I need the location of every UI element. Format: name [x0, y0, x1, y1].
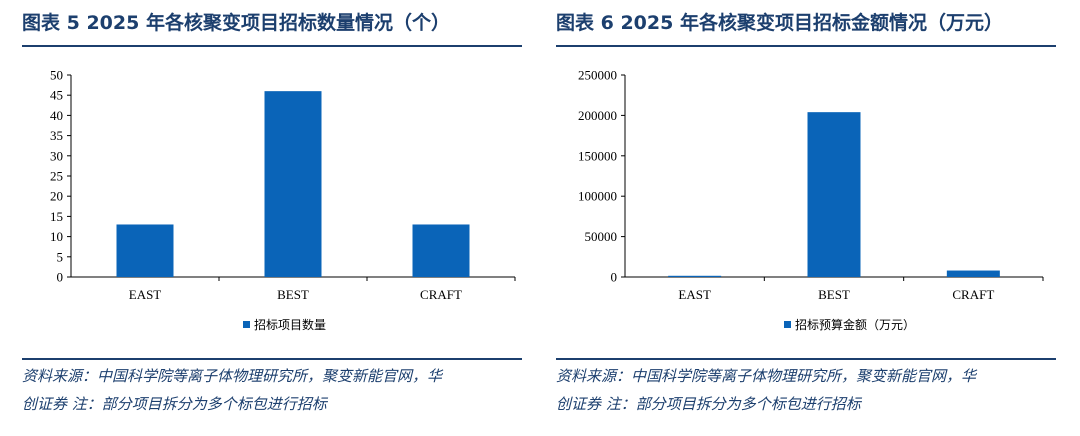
y-tick-label: 200000	[578, 108, 617, 123]
source-divider	[556, 358, 1056, 360]
x-tick-label: EAST	[129, 287, 162, 302]
legend-label: 招标预算金额（万元）	[795, 317, 915, 332]
y-tick-label: 5	[57, 249, 64, 264]
bar-chart-amount: 0 50000 100000 150000 200000 250000 EAST BEST CR…	[578, 68, 1044, 332]
legend-label: 招标项目数量	[254, 317, 326, 332]
y-tick-label: 100000	[578, 189, 617, 204]
x-tick-label: EAST	[678, 287, 711, 302]
x-tick-label: BEST	[818, 287, 850, 302]
x-tick-label: BEST	[277, 287, 309, 302]
y-tick-label: 250000	[578, 68, 617, 83]
source-note-line2: 创证券 注：部分项目拆分为多个标包进行招标	[556, 395, 861, 413]
source-divider	[22, 358, 522, 360]
y-tick-label: 20	[50, 189, 63, 204]
y-tick-label: 10	[50, 229, 63, 244]
chart-panel-count: 图表 5 2025 年各核聚变项目招标数量情况（个） 0 5 10 15 20 25 30 3…	[22, 0, 522, 436]
y-tick-label: 15	[50, 209, 63, 224]
bar-east	[668, 275, 722, 277]
x-tick-label: CRAFT	[952, 287, 994, 302]
y-tick-label: 50000	[585, 229, 618, 244]
bar-best	[807, 112, 861, 277]
bar-craft	[412, 224, 470, 277]
y-tick-label: 40	[50, 108, 63, 123]
y-tick-label: 0	[57, 270, 64, 285]
y-tick-label: 0	[611, 270, 618, 285]
y-tick-label: 30	[50, 148, 63, 163]
chart-title: 图表 6 2025 年各核聚变项目招标金额情况（万元）	[556, 12, 1003, 34]
y-tick-label: 45	[50, 88, 63, 103]
source-note-line1: 资料来源：中国科学院等离子体物理研究所，聚变新能官网，华	[556, 367, 977, 385]
y-tick-label: 50	[50, 68, 63, 83]
title-divider	[556, 45, 1056, 47]
bar-east	[116, 224, 174, 277]
title-divider	[22, 45, 522, 47]
legend-swatch	[784, 321, 791, 328]
y-tick-label: 25	[50, 169, 63, 184]
y-tick-label: 35	[50, 128, 63, 143]
bar-craft	[946, 270, 1000, 277]
y-tick-label: 150000	[578, 148, 617, 163]
x-tick-label: CRAFT	[420, 287, 462, 302]
legend-swatch	[243, 321, 250, 328]
bar-best	[264, 91, 322, 277]
bar-chart-count: 0 5 10 15 20 25 30 35 40 45 50 EAST BEST CRAFT 招标项目数量	[50, 68, 516, 332]
source-note-line1: 资料来源：中国科学院等离子体物理研究所，聚变新能官网，华	[22, 367, 443, 385]
chart-panel-amount: 图表 6 2025 年各核聚变项目招标金额情况（万元） 0 50000 100000…	[556, 0, 1056, 436]
chart-title: 图表 5 2025 年各核聚变项目招标数量情况（个）	[22, 12, 450, 34]
source-note-line2: 创证券 注：部分项目拆分为多个标包进行招标	[22, 395, 327, 413]
